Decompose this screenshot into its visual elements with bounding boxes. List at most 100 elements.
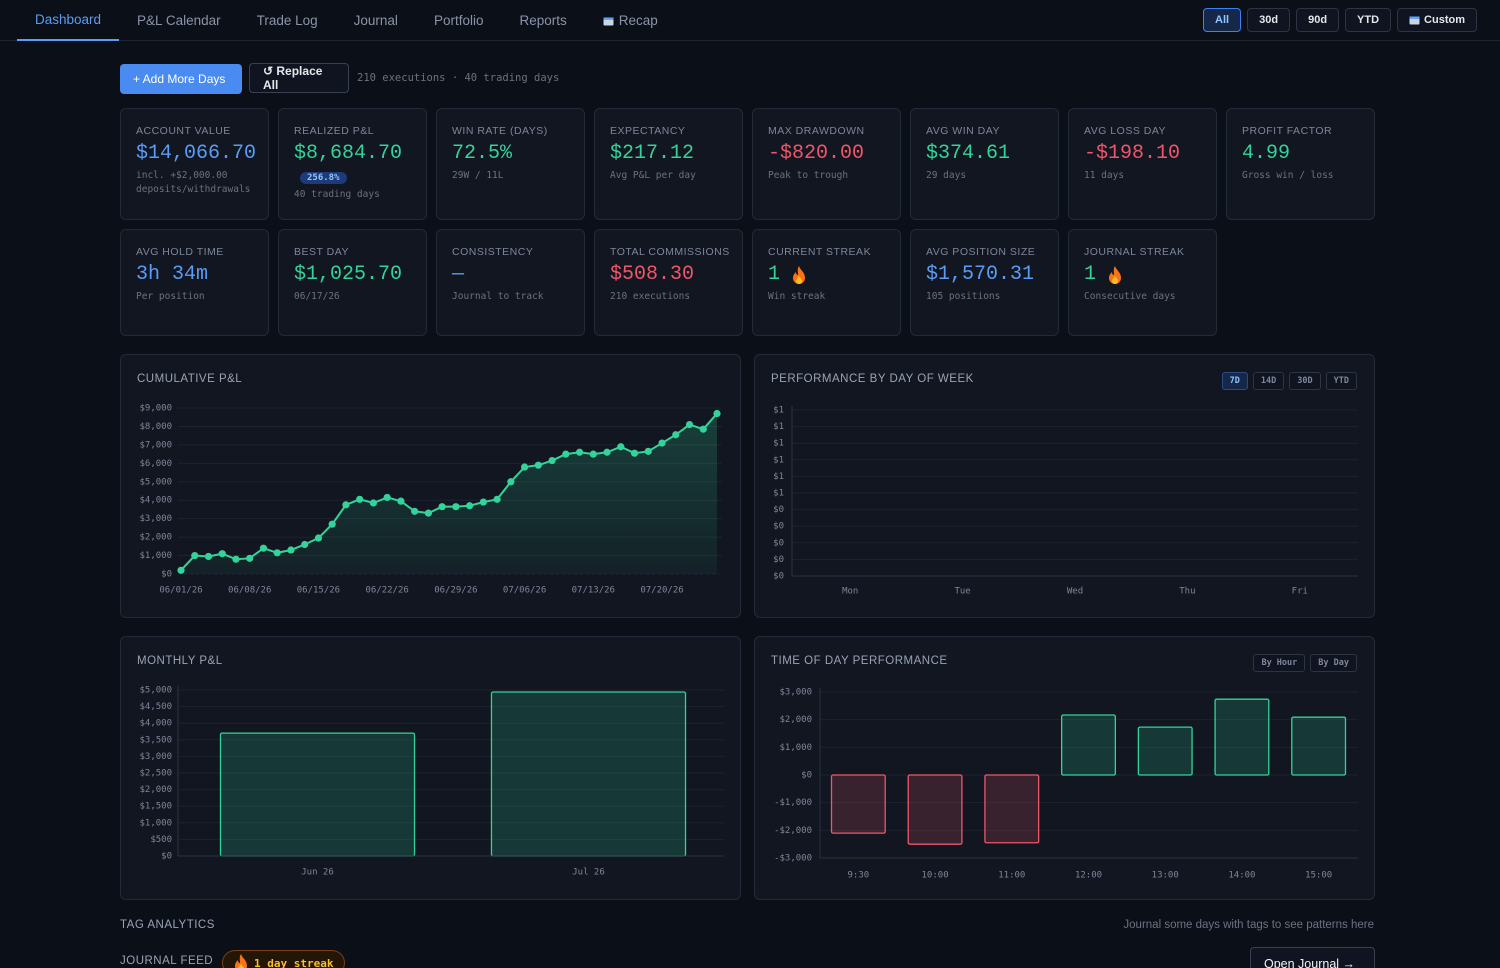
stat-value: $508.30 <box>610 262 732 288</box>
stat-sub: incl. +$2,000.00 deposits/withdrawals <box>136 170 251 195</box>
stat-label: PROFIT FACTOR <box>1242 125 1333 137</box>
stat-value-text: 3h 34m <box>136 263 209 286</box>
journal-feed-title: JOURNAL FEED <box>120 955 214 967</box>
flame-inner <box>238 963 244 968</box>
stat-card: JOURNAL STREAK 1 Consecutive days <box>1068 229 1217 336</box>
nav-tab-label: Dashboard <box>35 12 102 27</box>
stat-label: TOTAL COMMISSIONS <box>610 246 730 258</box>
stat-value-text: 72.5% <box>452 142 513 165</box>
stat-label: CONSISTENCY <box>452 246 534 258</box>
range-button[interactable]: YTD <box>1345 8 1392 32</box>
stat-value: — <box>452 262 574 288</box>
stat-label: JOURNAL STREAK <box>1084 246 1185 258</box>
chart-button[interactable]: 30D <box>1289 372 1321 390</box>
chart-panel <box>754 636 1375 900</box>
stat-sub: Per position <box>136 291 205 302</box>
range-buttons: All 30d 90d YTD Custom <box>1203 8 1477 32</box>
range-label: All <box>1215 14 1230 26</box>
stat-card: ACCOUNT VALUE $14,066.70 incl. +$2,000.00 … <box>120 108 269 220</box>
range-button[interactable]: All <box>1203 8 1242 32</box>
stat-value: $14,066.70 <box>136 141 258 167</box>
stat-card: CONSISTENCY — Journal to track <box>436 229 585 336</box>
flame-outer <box>1109 265 1122 284</box>
stat-value: 4.99 <box>1242 141 1364 167</box>
stat-card: CURRENT STREAK 1 Win streak <box>752 229 901 336</box>
range-button[interactable]: 30d <box>1247 8 1291 32</box>
stat-value: 1 <box>768 262 890 288</box>
stat-value-text: $374.61 <box>926 142 1011 165</box>
nav-tab[interactable]: P&L Calendar <box>119 0 239 41</box>
stat-card: TOTAL COMMISSIONS $508.30 210 executions <box>594 229 743 336</box>
stat-sub: Peak to trough <box>768 170 849 181</box>
range-button[interactable]: 90d <box>1296 8 1340 32</box>
stat-sub: Gross win / loss <box>1242 170 1334 181</box>
stat-sub: Win streak <box>768 291 826 302</box>
stat-label: AVG POSITION SIZE <box>926 246 1036 258</box>
range-label: Custom <box>1424 14 1465 26</box>
replace-all-button[interactable]: ↺ Replace All <box>249 63 349 93</box>
stat-label: AVG LOSS DAY <box>1084 125 1167 137</box>
stat-sub: 210 executions <box>610 291 691 302</box>
calendar-top <box>603 17 614 20</box>
nav-tab[interactable]: Recap <box>585 0 676 41</box>
flame-inner <box>796 275 803 284</box>
chart-button[interactable]: By Hour <box>1253 654 1306 672</box>
stat-label: ACCOUNT VALUE <box>136 125 231 137</box>
chart-buttons: By Hour By Day <box>1253 654 1357 672</box>
flame-outer <box>235 953 247 968</box>
stat-card: BEST DAY $1,025.70 06/17/26 <box>278 229 427 336</box>
stat-label: REALIZED P&L <box>294 125 375 137</box>
stat-value-text: $1,025.70 <box>294 263 403 286</box>
open-journal-button[interactable]: Open Journal → <box>1250 947 1375 968</box>
stat-value-text: 4.99 <box>1242 142 1291 165</box>
add-days-button[interactable]: + Add More Days <box>120 64 242 94</box>
stat-label: AVG WIN DAY <box>926 125 1000 137</box>
flame-outer <box>793 265 806 284</box>
stat-value-text: $14,066.70 <box>136 142 257 165</box>
chart-panel <box>120 354 741 618</box>
chart-panel <box>120 636 741 900</box>
chart-panel <box>754 354 1375 618</box>
nav-tab-label: Journal <box>353 13 398 28</box>
flame-inner <box>1112 275 1119 284</box>
range-label: YTD <box>1357 14 1380 26</box>
stat-label: CURRENT STREAK <box>768 246 872 258</box>
chart-button[interactable]: 7D <box>1221 372 1248 390</box>
nav-tab[interactable]: Dashboard <box>17 0 120 41</box>
toolbar-summary: 210 executions · 40 trading days <box>357 72 560 84</box>
flame-icon <box>235 953 247 968</box>
stat-label: AVG HOLD TIME <box>136 246 224 258</box>
stat-card: WIN RATE (DAYS) 72.5% 29W / 11L <box>436 108 585 220</box>
nav-tab-label: Reports <box>519 13 567 28</box>
stat-label: MAX DRAWDOWN <box>768 125 865 137</box>
stat-sub: Consecutive days <box>1084 291 1176 302</box>
stat-sub: 105 positions <box>926 291 1001 302</box>
tag-analytics-title: TAG ANALYTICS <box>120 919 215 931</box>
nav-tab[interactable]: Reports <box>501 0 584 41</box>
nav-tab[interactable]: Trade Log <box>239 0 336 41</box>
stat-sub: 29W / 11L <box>452 170 504 181</box>
stat-value-text: -$198.10 <box>1084 142 1181 165</box>
calendar-top <box>1409 16 1420 19</box>
nav-tab[interactable]: Journal <box>336 0 416 41</box>
stat-value: $1,025.70 <box>294 262 416 288</box>
stat-sub: 40 trading days <box>294 189 380 200</box>
chart-button[interactable]: By Day <box>1310 654 1357 672</box>
tag-analytics-hint: Journal some days with tags to see patte… <box>1123 919 1374 931</box>
chart-button[interactable]: 14D <box>1252 372 1285 390</box>
stat-label: WIN RATE (DAYS) <box>452 125 548 137</box>
nav-tab-label: Portfolio <box>433 13 484 28</box>
top-nav: Dashboard P&L Calendar Trade Log Journal Por… <box>0 0 1500 41</box>
flame-icon <box>793 265 806 284</box>
journal-streak-text: 1 day streak <box>254 956 334 968</box>
journal-streak-badge: 1 day streak <box>222 950 346 968</box>
stat-card: AVG LOSS DAY -$198.10 11 days <box>1068 108 1217 220</box>
chart-button[interactable]: YTD <box>1325 372 1357 390</box>
nav-tab-label: Trade Log <box>256 13 318 28</box>
range-button[interactable]: Custom <box>1397 8 1477 32</box>
nav-tab[interactable]: Portfolio <box>416 0 502 41</box>
stat-sub: 11 days <box>1084 170 1125 181</box>
stat-card: REALIZED P&L $8,684.70 256.8% 40 trading da… <box>278 108 427 220</box>
stat-card: PROFIT FACTOR 4.99 Gross win / loss <box>1226 108 1375 220</box>
